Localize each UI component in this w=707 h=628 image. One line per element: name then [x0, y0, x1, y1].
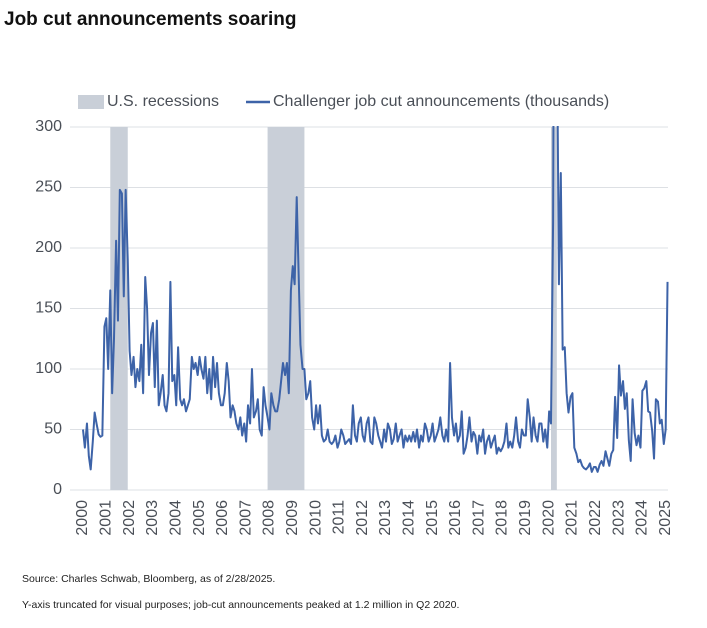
y-tick-label: 200: [35, 239, 62, 256]
x-tick-label: 2001: [98, 500, 115, 536]
x-tick-label: 2024: [634, 500, 651, 536]
recession-band: [551, 127, 557, 490]
x-tick-label: 2003: [144, 500, 161, 536]
x-tick-label: 2015: [424, 500, 441, 536]
x-tick-label: 2014: [401, 500, 418, 536]
y-tick-label: 50: [44, 421, 62, 438]
y-tick-label: 150: [35, 300, 62, 317]
x-tick-label: 2012: [354, 500, 371, 536]
x-tick-label: 2023: [610, 500, 627, 536]
x-tick-label: 2013: [377, 500, 394, 536]
y-tick-label: 100: [35, 360, 62, 377]
x-tick-label: 2010: [307, 500, 324, 536]
x-tick-label: 2004: [167, 500, 184, 536]
x-tick-label: 2017: [470, 500, 487, 536]
x-tick-label: 2025: [657, 500, 674, 536]
chart-title: Job cut announcements soaring: [4, 9, 296, 30]
y-tick-label: 300: [35, 118, 62, 135]
footnote: Y-axis truncated for visual purposes; jo…: [22, 599, 459, 611]
x-tick-label: 2008: [261, 500, 278, 536]
x-tick-label: 2000: [74, 500, 91, 536]
x-tick-label: 2011: [331, 500, 348, 535]
x-tick-label: 2007: [237, 500, 254, 536]
x-tick-label: 2006: [214, 500, 231, 536]
source-note: Source: Charles Schwab, Bloomberg, as of…: [22, 573, 275, 585]
x-tick-label: 2022: [587, 500, 604, 536]
x-tick-label: 2009: [284, 500, 301, 536]
x-tick-label: 2002: [121, 500, 138, 536]
x-tick-label: 2018: [494, 500, 511, 536]
y-tick-label: 0: [53, 481, 62, 498]
legend-label: Challenger job cut announcements (thousa…: [273, 93, 609, 110]
legend-swatch: [78, 95, 104, 109]
y-tick-label: 250: [35, 179, 62, 196]
recession-band: [267, 127, 305, 490]
x-tick-label: 2020: [540, 500, 557, 536]
data-line: [82, 126, 669, 473]
x-tick-label: 2019: [517, 500, 534, 536]
x-tick-label: 2016: [447, 500, 464, 536]
legend-label: U.S. recessions: [107, 93, 219, 110]
x-tick-label: 2005: [191, 500, 208, 536]
x-tick-label: 2021: [564, 500, 581, 536]
